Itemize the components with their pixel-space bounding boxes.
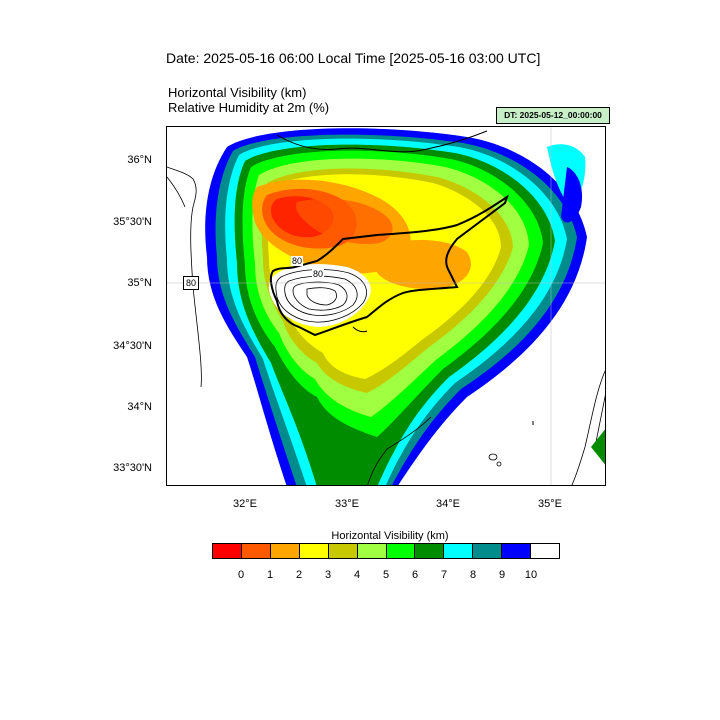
legend-swatch [444,544,474,558]
lat-label: 34°N [127,401,152,413]
color-legend [212,543,560,559]
dt-badge: DT: 2025-05-12_00:00:00 [496,107,610,124]
legend-tick-label: 1 [266,569,274,581]
legend-tick-label: 9 [498,569,506,581]
station-label: 80 [183,276,200,290]
legend-swatch [270,544,300,558]
legend-swatch [502,544,532,558]
lat-label: 36°N [127,154,152,166]
legend-tick-label: 6 [411,569,419,581]
legend-swatch [531,544,560,558]
legend-tick-label: 2 [295,569,303,581]
legend-swatch [415,544,445,558]
lon-label: 32°E [233,498,257,510]
legend-tick-label: 0 [237,569,245,581]
lon-label: 34°E [436,498,460,510]
legend-swatch [241,544,271,558]
legend-swatch [213,544,242,558]
legend-swatch [473,544,503,558]
legend-title: Horizontal Visibility (km) [331,530,449,542]
lat-label: 34°30'N [113,340,152,352]
legend-swatch [299,544,329,558]
legend-swatch [386,544,416,558]
legend-tick-label: 5 [382,569,390,581]
legend-tick-label: 4 [353,569,361,581]
lon-label: 35°E [538,498,562,510]
variable-subtitle: Horizontal Visibility (km) [168,85,307,100]
lat-label: 33°30'N [113,462,152,474]
humidity-contour-label: 80 [291,256,304,266]
legend-tick-label: 8 [469,569,477,581]
lat-label: 35°N [127,277,152,289]
chart-title: Date: 2025-05-16 06:00 Local Time [2025-… [166,50,541,66]
legend-swatch [328,544,358,558]
map-plot-area [166,126,606,486]
legend-tick-label: 7 [440,569,448,581]
legend-tick-label: 3 [324,569,332,581]
lon-label: 33°E [335,498,359,510]
contour-subtitle: Relative Humidity at 2m (%) [168,100,330,115]
legend-tick-label: 10 [524,569,538,581]
lat-label: 35°30'N [113,216,152,228]
humidity-contour-label: 80 [312,269,325,279]
legend-swatch [357,544,387,558]
visibility-map [167,127,605,485]
